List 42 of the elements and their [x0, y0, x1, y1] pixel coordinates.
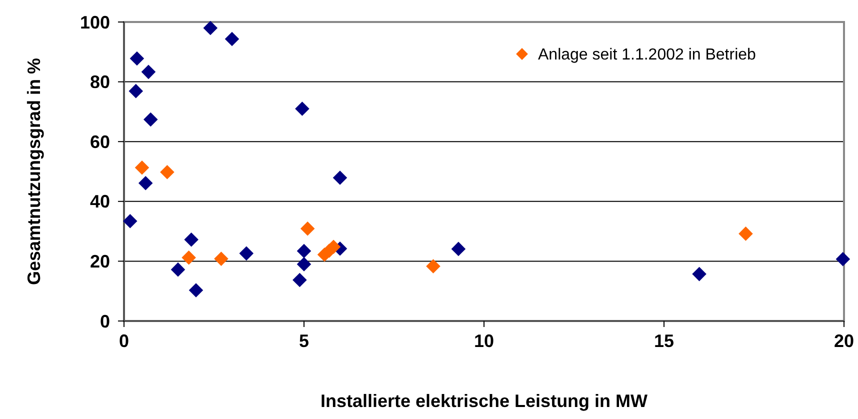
point [738, 226, 753, 241]
point [224, 32, 240, 46]
point [836, 252, 850, 266]
point [134, 160, 150, 175]
y-tick-label: 40 [90, 192, 110, 212]
point [184, 232, 198, 247]
x-tick-label: 10 [474, 331, 494, 351]
point [296, 244, 312, 258]
y-tick-label: 0 [100, 311, 110, 332]
point [138, 176, 153, 190]
x-tick-label: 5 [298, 331, 310, 351]
x-axis-title: Installierte elektrische Leistung in MW [320, 391, 648, 411]
point [203, 20, 218, 36]
point [182, 250, 196, 265]
point [214, 252, 228, 266]
y-tick-label: 20 [90, 252, 110, 272]
x-tick-label: 0 [118, 331, 130, 351]
point [128, 84, 144, 98]
point [426, 259, 440, 274]
point [692, 266, 706, 282]
point [141, 64, 156, 80]
point [296, 257, 312, 272]
legend-label: Anlage seit 1.1.2002 in Betrieb [538, 46, 756, 64]
point [326, 240, 341, 254]
x-tick-label: 15 [654, 331, 674, 351]
y-tick-label: 100 [80, 12, 110, 32]
point [144, 112, 158, 127]
point [292, 272, 307, 288]
point [188, 283, 204, 298]
y-tick-label: 80 [90, 72, 110, 92]
point [451, 242, 466, 256]
point [160, 164, 174, 180]
y-axis-title: Gesamtnutzungsgrad in % [24, 58, 44, 286]
y-tick-label: 60 [90, 132, 110, 152]
point [332, 170, 348, 185]
x-tick-label: 20 [834, 331, 854, 351]
point [300, 221, 315, 236]
point [122, 214, 138, 228]
point [295, 102, 310, 116]
point [239, 246, 254, 261]
point [170, 262, 186, 277]
point [130, 51, 144, 66]
